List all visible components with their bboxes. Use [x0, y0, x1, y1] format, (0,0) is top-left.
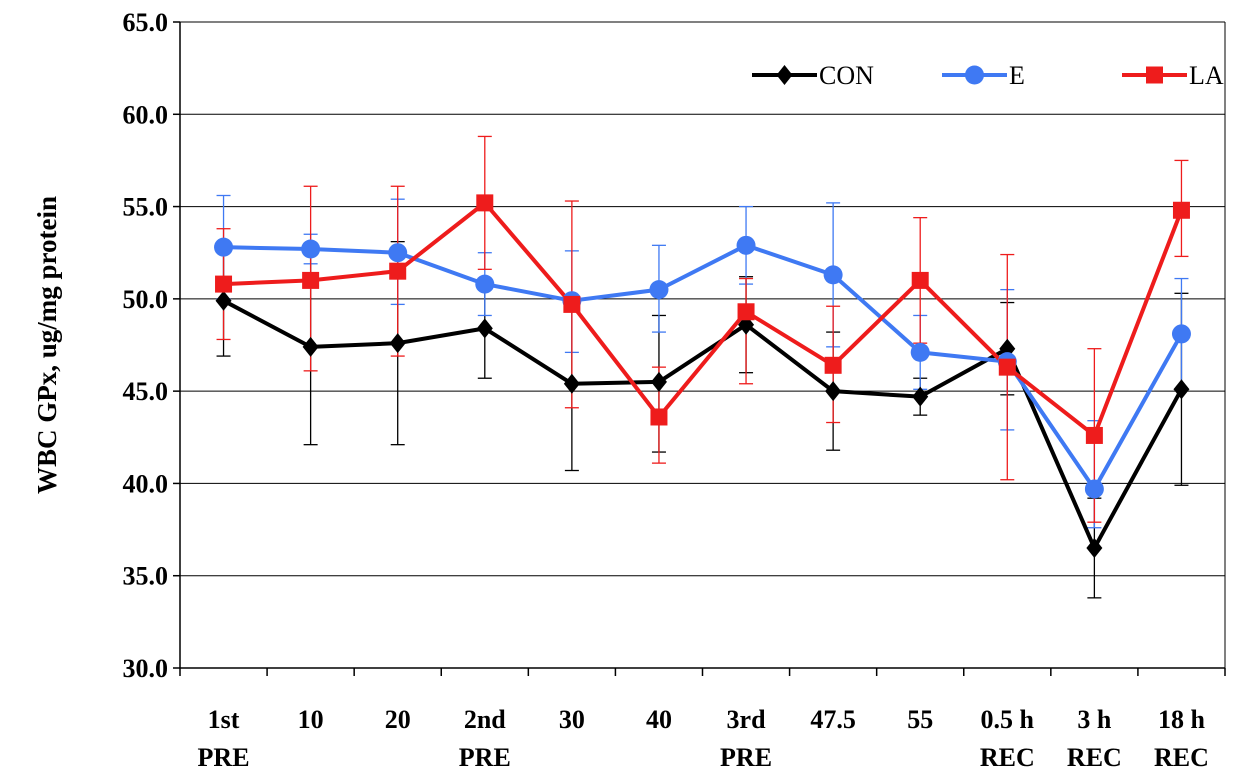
x-tick-label: REC [1067, 743, 1122, 772]
series-line-la [223, 200, 1184, 438]
data-point-la [911, 271, 929, 289]
y-tick-label: 55.0 [123, 193, 169, 222]
y-axis-title: WBC GPx, ug/mg protein [32, 196, 62, 494]
data-point-la [737, 303, 755, 321]
x-tick-label: 1st [208, 705, 240, 734]
y-tick-label: 30.0 [123, 654, 169, 683]
data-point-la [302, 271, 320, 289]
data-point-e [823, 265, 843, 285]
x-tick-label: 55 [907, 705, 933, 734]
data-point-la [215, 275, 233, 293]
data-point-con [476, 318, 493, 339]
data-point-con [563, 373, 580, 394]
legend-marker-con [776, 65, 793, 85]
gridlines [180, 21, 1225, 669]
x-tick-label: REC [980, 743, 1035, 772]
y-tick-label: 50.0 [123, 285, 169, 314]
y-tick-labels: 30.0 35.0 40.0 45.0 50.0 55.0 60.0 65.0 [123, 8, 169, 683]
legend-label-e: E [1009, 61, 1025, 90]
data-point-e [388, 243, 408, 263]
data-point-con [215, 290, 232, 311]
legend-marker-la [1146, 66, 1163, 84]
data-point-la [389, 262, 407, 280]
data-point-con [825, 381, 842, 402]
axes [173, 21, 1226, 676]
y-tick-label: 60.0 [123, 100, 169, 129]
data-point-la [824, 356, 842, 374]
data-point-e [475, 274, 495, 294]
data-point-e [214, 237, 234, 257]
series-markers [214, 194, 1191, 559]
data-point-la [563, 295, 581, 313]
x-tick-label: 47.5 [810, 705, 856, 734]
y-tick-label: 45.0 [123, 377, 169, 406]
x-tick-label: PRE [198, 743, 250, 772]
y-tick-label: 35.0 [123, 562, 169, 591]
data-point-e [1084, 479, 1104, 499]
x-tick-label: 40 [646, 705, 672, 734]
data-point-e [910, 342, 930, 362]
x-tick-label: 18 h [1158, 705, 1206, 734]
x-tick-label: 20 [385, 705, 411, 734]
series-lines [222, 200, 1184, 551]
data-point-e [1171, 324, 1191, 344]
legend-marker-e [965, 65, 984, 85]
legend-item-con: CON [752, 61, 874, 90]
data-point-con [302, 336, 319, 357]
data-point-con [650, 371, 667, 392]
series-line-con [222, 298, 1184, 551]
legend-item-la: LA [1122, 61, 1224, 90]
data-point-la [476, 194, 494, 212]
x-tick-label: 3 h [1077, 705, 1112, 734]
y-tick-label: 40.0 [123, 469, 169, 498]
legend-label-la: LA [1189, 61, 1224, 90]
data-point-con [389, 333, 406, 354]
series-line-e [223, 243, 1184, 491]
x-tick-label: 10 [298, 705, 324, 734]
data-point-e [649, 280, 669, 300]
data-point-con [912, 386, 929, 407]
legend-label-con: CON [819, 61, 874, 90]
data-point-la [998, 358, 1016, 376]
x-tick-label: 30 [559, 705, 585, 734]
data-point-e [736, 235, 756, 255]
data-point-la [650, 408, 668, 426]
data-point-la [1172, 201, 1190, 219]
data-point-con [1173, 379, 1190, 400]
y-tick-label: 65.0 [123, 8, 169, 37]
data-point-con [1086, 538, 1103, 559]
x-tick-label: PRE [720, 743, 772, 772]
legend: CON E LA [752, 61, 1224, 90]
x-tick-label: 3rd [727, 705, 767, 734]
data-point-la [1085, 426, 1103, 444]
x-tick-labels: 1st PRE 10 20 2nd PRE 30 40 3rd PRE 47.5 55 0.5 h REC… [198, 705, 1209, 772]
x-tick-label: REC [1154, 743, 1209, 772]
x-tick-label: PRE [459, 743, 511, 772]
legend-item-e: E [942, 61, 1025, 90]
x-tick-label: 2nd [464, 705, 506, 734]
data-point-e [301, 239, 321, 259]
x-tick-label: 0.5 h [981, 705, 1035, 734]
